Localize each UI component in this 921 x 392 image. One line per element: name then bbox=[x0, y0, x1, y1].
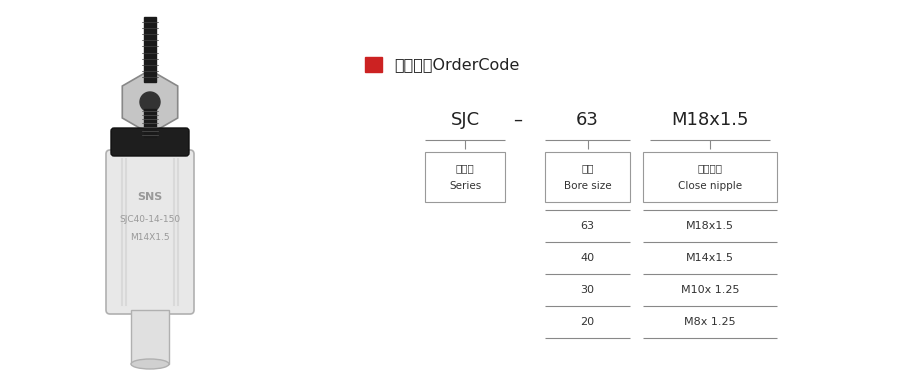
Text: SNS: SNS bbox=[137, 192, 163, 202]
Bar bbox=[545, 152, 630, 202]
Text: –: – bbox=[514, 111, 522, 129]
Bar bbox=[365, 57, 382, 72]
Text: 20: 20 bbox=[580, 317, 595, 327]
Text: Series: Series bbox=[449, 181, 481, 191]
Text: 40: 40 bbox=[580, 253, 595, 263]
Text: M18x1.5: M18x1.5 bbox=[671, 111, 749, 129]
Ellipse shape bbox=[131, 359, 169, 369]
Bar bbox=[144, 109, 156, 137]
Text: 订货型号OrderCode: 订货型号OrderCode bbox=[394, 57, 519, 72]
Text: M18x1.5: M18x1.5 bbox=[686, 221, 734, 231]
Text: M14x1.5: M14x1.5 bbox=[686, 253, 734, 263]
FancyBboxPatch shape bbox=[111, 128, 189, 156]
Text: M10x 1.25: M10x 1.25 bbox=[681, 285, 740, 295]
Text: 螺纹接口: 螺纹接口 bbox=[697, 163, 722, 173]
Text: 系列号: 系列号 bbox=[456, 163, 474, 173]
Text: SJC40-14-150: SJC40-14-150 bbox=[120, 216, 181, 225]
Text: Close nipple: Close nipple bbox=[678, 181, 742, 191]
Polygon shape bbox=[122, 70, 178, 134]
Bar bbox=[144, 17, 156, 82]
Text: 缸径: 缸径 bbox=[581, 163, 594, 173]
Text: 63: 63 bbox=[580, 221, 594, 231]
Text: M8x 1.25: M8x 1.25 bbox=[684, 317, 736, 327]
Bar bbox=[643, 152, 777, 202]
Circle shape bbox=[140, 92, 160, 112]
Bar bbox=[425, 152, 505, 202]
Text: 63: 63 bbox=[576, 111, 599, 129]
Text: SJC: SJC bbox=[450, 111, 480, 129]
Bar bbox=[131, 310, 169, 364]
Text: Bore size: Bore size bbox=[564, 181, 612, 191]
FancyBboxPatch shape bbox=[106, 150, 194, 314]
Text: M14X1.5: M14X1.5 bbox=[130, 232, 169, 241]
Bar bbox=[0, 0, 340, 392]
Text: 30: 30 bbox=[580, 285, 594, 295]
